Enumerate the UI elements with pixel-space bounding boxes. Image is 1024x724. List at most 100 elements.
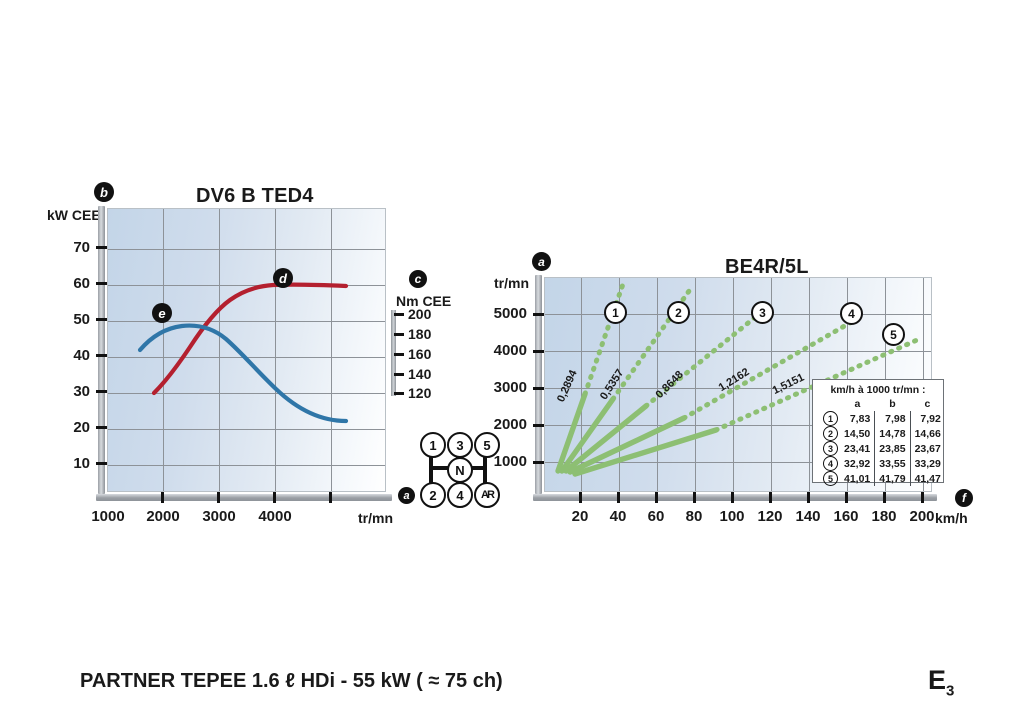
row-gear-badge: 4: [823, 456, 838, 471]
gear-line-5-dash: [713, 337, 920, 433]
cell-c: 23,67: [909, 441, 945, 456]
table-row: 1 7,83 7,98 7,92: [819, 411, 945, 426]
engine-chart-title: DV6 B TED4: [196, 185, 314, 207]
marker-e-icon: e: [152, 303, 172, 323]
cell-b: 7,98: [874, 411, 911, 426]
nm-tick-140: 140: [408, 366, 432, 382]
cell-b: 41,79: [874, 471, 911, 486]
engine-x-tick-4000: 4000: [258, 508, 292, 525]
nm-tick-200: 200: [408, 306, 432, 322]
gear-neutral-icon: N: [447, 457, 473, 483]
row-gear-badge: 3: [823, 441, 838, 456]
gear-line-2: [559, 396, 616, 474]
power-curve-visible: [137, 323, 349, 424]
gear-line-5: [572, 427, 719, 477]
gear-badge-2: 2: [667, 301, 690, 324]
gearbox-x-tick-40: 40: [609, 508, 627, 525]
cell-b: 14,78: [874, 426, 911, 441]
gear-reverse-icon: AR: [474, 482, 500, 508]
gearbox-x-tick-140: 140: [795, 508, 821, 525]
gear-line-4-dash: [681, 317, 858, 421]
gear-badge-3: 3: [751, 301, 774, 324]
gearbox-x-tick-60: 60: [647, 508, 665, 525]
gear-ratio-lines: .gsolid{stroke:#8dbf73;stroke-width:5.4;…: [555, 281, 920, 477]
gearbox-x-tick-80: 80: [685, 508, 703, 525]
table-row: 5 41,01 41,79 41,47: [819, 471, 945, 486]
engine-plot-area: [107, 208, 386, 492]
cell-b: 33,55: [874, 456, 911, 471]
engine-y-axis: [98, 206, 105, 494]
gear-1-icon: 1: [420, 432, 446, 458]
row-gear-badge: 1: [823, 411, 838, 426]
ratio-table-caption: km/h à 1000 tr/mn :: [830, 384, 926, 396]
page-title: PARTNER TEPEE 1.6 ℓ HDi - 55 kW ( ≈ 75 c…: [80, 670, 503, 692]
table-row: 2 14,50 14,78 14,66: [819, 426, 945, 441]
gearbox-x-tick-100: 100: [719, 508, 745, 525]
cell-c: 41,47: [909, 471, 945, 486]
speed-per-1000rpm-table: km/h à 1000 tr/mn : a b c 1 7,83 7,98 7,…: [812, 379, 945, 486]
cell-a: 23,41: [844, 442, 871, 455]
cell-c: 14,66: [909, 426, 945, 441]
marker-a-icon: a: [532, 252, 551, 271]
cell-a: 41,01: [844, 472, 871, 485]
page-code-letter: E: [928, 665, 947, 695]
cell-b: 23,85: [874, 441, 911, 456]
cell-a: 32,92: [844, 457, 871, 470]
gear-3-icon: 3: [447, 432, 473, 458]
gearbox-x-tick-20: 20: [571, 508, 589, 525]
gearbox-y-tick-2000: 2000: [493, 416, 527, 433]
engine-x-tick-1000: 1000: [91, 508, 125, 525]
engine-y-tick-70: 70: [73, 239, 90, 256]
marker-f-icon: f: [955, 489, 973, 507]
gear-line-3: [563, 403, 649, 474]
cell-c: 33,29: [909, 456, 945, 471]
page-code-digit: 3: [946, 682, 955, 700]
ratio-table-col-a: a: [854, 398, 861, 410]
engine-y-tick-60: 60: [73, 275, 90, 292]
ratio-table-gear-col: [819, 398, 840, 411]
marker-c-icon: c: [409, 270, 427, 288]
engine-x-tick-2000: 2000: [146, 508, 180, 525]
shift-pattern-diagram: 1 3 5 N 2 4 AR: [420, 432, 500, 508]
engine-y-axis-title: kW CEE: [47, 207, 101, 223]
gear-badge-4: 4: [840, 302, 863, 325]
engine-y-tick-50: 50: [73, 311, 90, 328]
table-row: 3 23,41 23,85 23,67: [819, 441, 945, 456]
marker-d-icon: d: [273, 268, 293, 288]
gearbox-y-axis-title: tr/mn: [494, 275, 529, 291]
gearbox-y-tick-1000: 1000: [493, 453, 527, 470]
engine-y-tick-30: 30: [73, 383, 90, 400]
nm-tick-120: 120: [408, 385, 432, 401]
marker-a-engine-icon: a: [398, 487, 415, 504]
gearbox-y-tick-5000: 5000: [493, 305, 527, 322]
gear-badge-5: 5: [882, 323, 905, 346]
page-number: E3: [928, 665, 954, 699]
cell-a: 7,83: [849, 412, 871, 425]
gear-line-1: [555, 391, 588, 474]
row-gear-badge: 2: [823, 426, 838, 441]
gear-5-icon: 5: [474, 432, 500, 458]
gear-line-4: [567, 415, 687, 475]
gear-4-icon: 4: [447, 482, 473, 508]
engine-x-tick-3000: 3000: [202, 508, 236, 525]
nm-axis-title: Nm CEE: [396, 293, 452, 309]
ratio-table-header-row: a b c: [819, 398, 945, 411]
gearbox-x-tick-120: 120: [757, 508, 783, 525]
gearbox-y-tick-4000: 4000: [493, 342, 527, 359]
engine-x-axis-title: tr/mn: [358, 510, 393, 526]
ratio-table-col-b: b: [889, 398, 896, 410]
engine-y-tick-20: 20: [73, 419, 90, 436]
gear-2-icon: 2: [420, 482, 446, 508]
table-row: 4 32,92 33,55 33,29: [819, 456, 945, 471]
cell-c: 7,92: [909, 411, 945, 426]
nm-axis-rail: [391, 310, 396, 396]
gearbox-x-tick-160: 160: [833, 508, 859, 525]
engine-curves: [137, 282, 349, 424]
marker-b-icon: b: [94, 182, 114, 202]
nm-tick-160: 160: [408, 346, 432, 362]
torque-curve: [151, 282, 349, 396]
engine-y-tick-40: 40: [73, 347, 90, 364]
cell-a: 14,50: [844, 427, 871, 440]
gearbox-x-axis: [533, 494, 937, 501]
